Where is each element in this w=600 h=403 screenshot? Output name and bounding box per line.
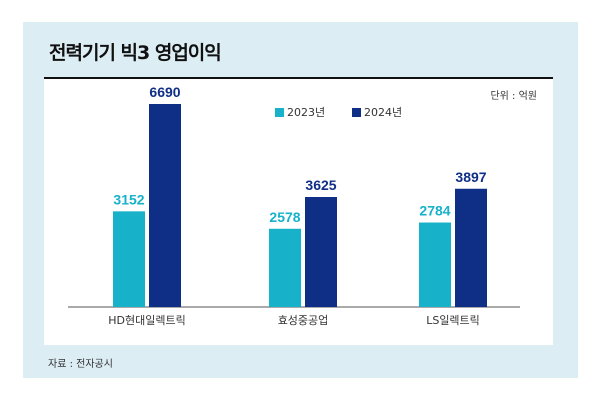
legend-swatch xyxy=(275,107,284,117)
data-label: 2578 xyxy=(269,209,300,225)
legend-swatch xyxy=(352,107,361,117)
legend-item-2024: 2024년 xyxy=(352,104,402,120)
bar xyxy=(305,197,337,307)
legend-label: 2024년 xyxy=(364,106,403,119)
unit-label: 단위 : 억원 xyxy=(490,91,537,102)
data-label: 3897 xyxy=(455,169,486,185)
data-label: 3152 xyxy=(113,191,144,207)
category-label: HD현대일렉트릭 xyxy=(108,313,185,327)
source-note: 자료 : 전자공시 xyxy=(48,359,113,370)
bar xyxy=(419,222,451,307)
bar xyxy=(149,104,181,307)
bar xyxy=(455,188,487,307)
bar xyxy=(113,211,145,307)
legend-item-2023: 2023년 xyxy=(275,104,325,120)
bar xyxy=(269,228,301,307)
chart-title: 전력기기 빅3 영업이익 xyxy=(49,42,222,64)
category-label: 효성중공업 xyxy=(278,314,329,327)
data-label: 3625 xyxy=(305,177,336,193)
legend-label: 2023년 xyxy=(287,106,326,119)
data-label: 2784 xyxy=(419,203,450,219)
category-label: LS일렉트릭 xyxy=(426,313,480,327)
data-label: 6690 xyxy=(149,84,180,100)
